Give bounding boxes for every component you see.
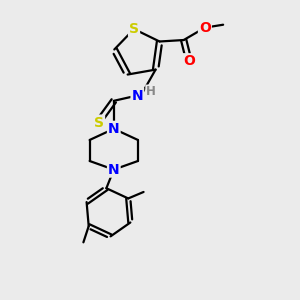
Text: N: N xyxy=(108,163,120,177)
Text: O: O xyxy=(183,54,195,68)
Text: N: N xyxy=(108,122,120,136)
Text: N: N xyxy=(131,88,143,103)
Text: S: S xyxy=(129,22,139,36)
Text: S: S xyxy=(94,116,104,130)
Text: H: H xyxy=(146,85,156,98)
Text: O: O xyxy=(199,21,211,35)
